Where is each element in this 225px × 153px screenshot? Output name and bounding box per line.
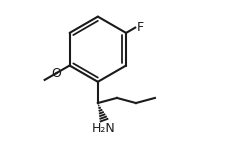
- Text: H₂N: H₂N: [91, 122, 115, 135]
- Text: O: O: [51, 67, 61, 80]
- Text: F: F: [137, 21, 144, 34]
